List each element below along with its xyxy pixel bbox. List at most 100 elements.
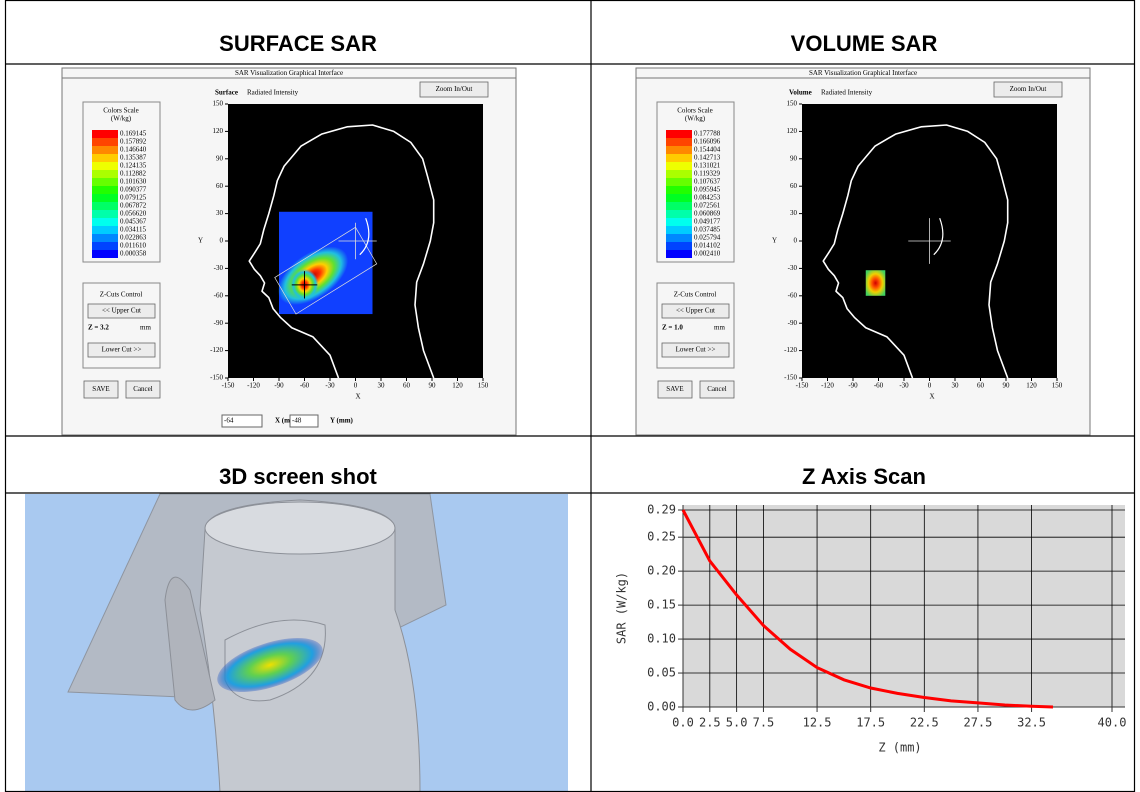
scale-swatch [92,162,118,170]
x-tick-label: 40.0 [1098,716,1127,730]
x-tick-label: 90 [1003,382,1011,390]
gui-text: X [356,393,361,401]
cell-header: SURFACE SAR [219,31,377,56]
gui-text: 0.166096 [694,138,721,146]
y-tick-label: 0.20 [647,564,676,578]
scale-swatch [666,162,692,170]
gui-text: Radiated Intensity [247,89,299,97]
gui-text: 0.025794 [694,234,721,242]
scale-swatch [666,234,692,242]
gui-text: Z = 3.2 [88,324,109,332]
gui-text: 0.049177 [694,218,721,226]
y-tick-label: 90 [790,154,798,162]
scale-swatch [666,226,692,234]
scale-swatch [666,250,692,258]
x-tick-label: 150 [1052,382,1063,390]
gui-text: 0.101630 [120,178,147,186]
x-tick-label: -120 [821,382,834,390]
gui-text: 0.131021 [694,162,721,170]
y-tick-label: 90 [216,154,224,162]
x-tick-label: 22.5 [910,716,939,730]
y-tick-label: 60 [790,182,798,190]
screenshot-3d [25,494,568,792]
x-tick-label: -30 [325,382,335,390]
y-tick-label: -30 [788,264,798,272]
y-tick-label: 30 [790,209,798,217]
gui-text: 0.169145 [120,130,147,138]
x-tick-label: -150 [796,382,809,390]
gui-text: X [930,393,935,401]
x-tick-label: 0 [928,382,932,390]
gui-text: mm [714,324,725,332]
y-tick-label: -60 [788,291,798,299]
y-tick-label: 30 [216,209,224,217]
x-tick-label: 17.5 [856,716,885,730]
scale-swatch [92,218,118,226]
scale-swatch [666,138,692,146]
y-tick-label: 120 [213,127,224,135]
scale-swatch [92,242,118,250]
gui-text: 0.107637 [694,178,721,186]
gui-text: SAR Visualization Graphical Interface [809,69,917,77]
gui-text: 0.045367 [120,218,147,226]
scale-swatch [92,202,118,210]
gui-text: 0.124135 [120,162,147,170]
gui-text: 0.056620 [120,210,147,218]
heat-field [866,270,886,296]
scale-swatch [666,210,692,218]
x-tick-label: 2.5 [699,716,721,730]
gui-text: mm [140,324,151,332]
y-tick-label: 0.29 [647,503,676,517]
y-tick-label: -120 [784,346,797,354]
gui-text: Surface [215,89,238,97]
x-tick-label: -120 [247,382,260,390]
gui-text: 0.157892 [120,138,147,146]
gui-text: 0.090377 [120,186,147,194]
y-axis-label: SAR (W/kg) [615,572,629,644]
y-tick-label: -120 [210,346,223,354]
gui-text: 0.177788 [694,130,721,138]
x-tick-label: -150 [222,382,235,390]
gui-text: Radiated Intensity [821,89,873,97]
scale-swatch [92,178,118,186]
gui-text: 0.095945 [694,186,721,194]
gui-text: -64 [224,417,234,425]
scale-swatch [92,186,118,194]
y-tick-label: 0 [220,237,224,245]
gui-text: 0.002410 [694,250,721,258]
gui-text: 0.154404 [694,146,721,154]
y-tick-label: -90 [788,319,798,327]
x-tick-label: 30 [952,382,960,390]
x-tick-label: 0.0 [672,716,694,730]
x-axis-label: Z (mm) [878,741,921,755]
scale-swatch [92,154,118,162]
x-tick-label: 90 [429,382,437,390]
y-tick-label: 0.05 [647,666,676,680]
gui-text: Colors Scale [103,107,139,115]
y-tick-label: -60 [214,291,224,299]
gui-text: 0.011610 [120,242,146,250]
y-tick-label: 60 [216,182,224,190]
gui-text: Z-Cuts Control [674,291,717,299]
scale-swatch [666,146,692,154]
gui-text: (W/kg) [685,115,706,123]
gui-text: 0.142713 [694,154,721,162]
gui-text: Y [198,237,203,245]
gui-text: Cancel [133,385,152,393]
gui-text: Lower Cut >> [102,346,142,354]
gui-text: SAVE [92,385,109,393]
scale-swatch [666,178,692,186]
gui-text: 0.084253 [694,194,721,202]
gui-text: Lower Cut >> [676,346,716,354]
y-tick-label: 0.15 [647,598,676,612]
gui-text: 0.014102 [694,242,721,250]
y-tick-label: 150 [787,100,798,108]
gui-text: 0.146640 [120,146,147,154]
gui-text: 0.072561 [694,202,721,210]
x-tick-label: 27.5 [963,716,992,730]
gui-text: 0.119329 [694,170,720,178]
scale-swatch [92,234,118,242]
gui-text: Z = 1.0 [662,324,683,332]
gui-text: Z-Cuts Control [100,291,143,299]
scale-swatch [92,194,118,202]
